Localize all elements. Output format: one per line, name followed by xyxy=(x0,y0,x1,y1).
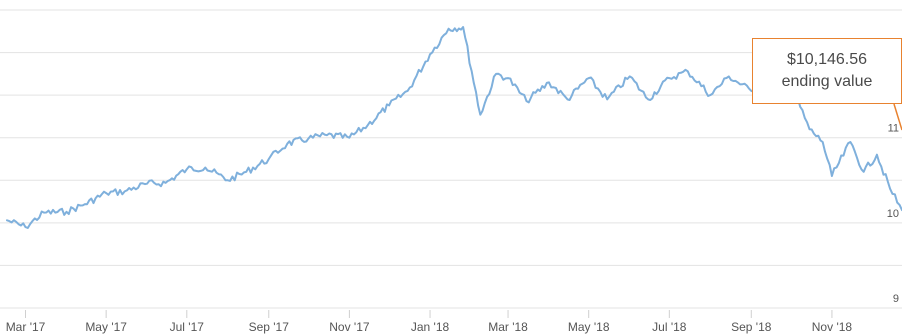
x-tick-label: May '17 xyxy=(85,320,127,334)
x-tick-label: May '18 xyxy=(568,320,610,334)
ending-value-label: ending value xyxy=(781,73,873,90)
x-tick-label: Mar '17 xyxy=(6,320,46,334)
tooltip-pointer xyxy=(893,103,902,131)
x-tick-label: Jan '18 xyxy=(411,320,450,334)
x-tick-label: Sep '18 xyxy=(731,320,772,334)
x-tick-label: Jul '17 xyxy=(170,320,205,334)
y-axis-labels: 9 10 11 xyxy=(887,123,899,305)
y-tick-label: 9 xyxy=(893,293,899,305)
x-tick-label: Jul '18 xyxy=(652,320,687,334)
x-tick-label: Mar '18 xyxy=(488,320,528,334)
ending-value-amount: $10,146.56 xyxy=(786,51,868,68)
x-tick-label: Nov '17 xyxy=(329,320,370,334)
y-tick-label: 10 xyxy=(887,208,899,220)
x-tick-label: Sep '17 xyxy=(249,320,290,334)
x-axis-labels: Mar '17 May '17 Jul '17 Sep '17 Nov '17 Jan '… xyxy=(6,320,853,334)
x-tick-label: Nov '18 xyxy=(812,320,853,334)
y-tick-label: 11 xyxy=(888,123,899,135)
x-axis-ticks xyxy=(25,310,833,318)
ending-value-tooltip: $10,146.56 ending value xyxy=(752,38,902,104)
